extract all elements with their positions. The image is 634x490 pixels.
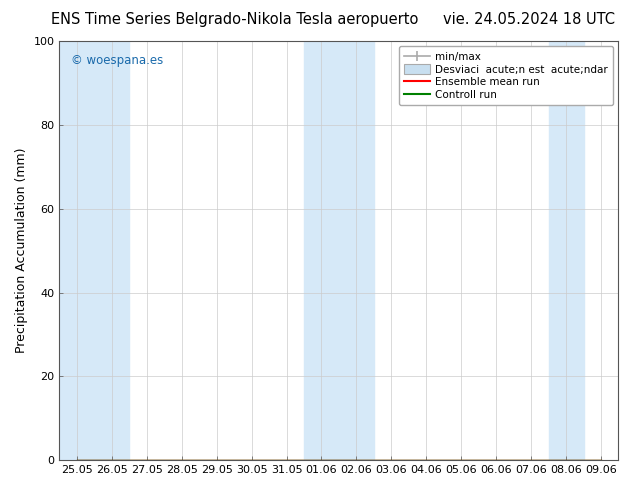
Y-axis label: Precipitation Accumulation (mm): Precipitation Accumulation (mm): [15, 148, 28, 353]
Bar: [60, 41, 129, 460]
Legend: min/max, Desviaci  acute;n est  acute;ndar, Ensemble mean run, Controll run: min/max, Desviaci acute;n est acute;ndar…: [399, 46, 613, 105]
Text: vie. 24.05.2024 18 UTC: vie. 24.05.2024 18 UTC: [443, 12, 615, 27]
Bar: [304, 41, 374, 460]
Text: © woespana.es: © woespana.es: [70, 53, 163, 67]
Text: ENS Time Series Belgrado-Nikola Tesla aeropuerto: ENS Time Series Belgrado-Nikola Tesla ae…: [51, 12, 418, 27]
Bar: [548, 41, 583, 460]
